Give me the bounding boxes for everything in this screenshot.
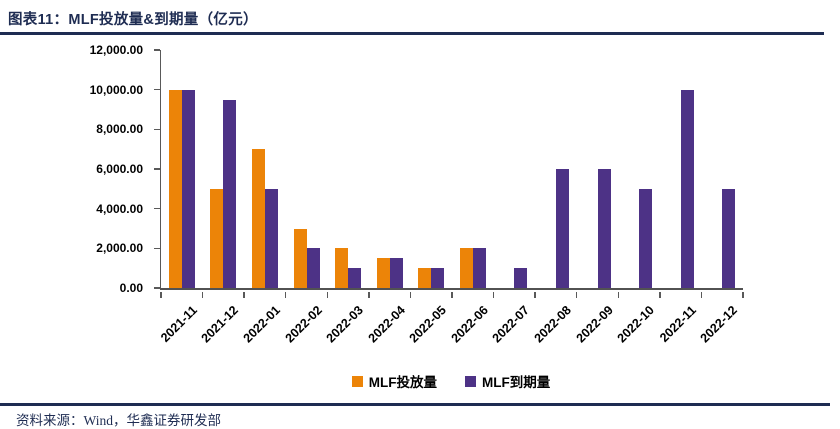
y-axis-tick (153, 168, 160, 170)
y-axis-label: 2,000.00 (96, 241, 143, 256)
category-2022-02 (286, 50, 328, 288)
category-2022-04 (369, 50, 411, 288)
y-axis-tick (153, 88, 160, 91)
x-axis-label: 2022-02 (282, 303, 325, 346)
bar-mlf-injection-2022-02 (293, 228, 307, 288)
x-axis-label: 2022-04 (365, 303, 408, 346)
category-2022-06 (452, 50, 494, 288)
y-axis-label: 8,000.00 (96, 122, 143, 137)
x-axis-tick (617, 291, 620, 298)
x-axis-label: 2022-05 (406, 303, 450, 346)
x-axis-tick (409, 291, 412, 298)
y-axis: 0.00 2,000.00 4,000.00 6,000.00 8,000.00 10,0… (0, 43, 152, 295)
y-axis-label: 10,000.00 (89, 82, 143, 97)
legend-item-mlf-injection: MLF投放量 (351, 371, 437, 391)
y-axis-tick (153, 207, 160, 210)
bar-mlf-maturity-2022-05 (431, 268, 445, 288)
bar-row (161, 50, 743, 288)
y-axis-tick (153, 247, 160, 250)
bar-mlf-maturity-2022-04 (389, 258, 403, 288)
category-2022-03 (327, 50, 369, 288)
x-axis-labels: 2021-11 2021-12 2022-01 2022-02 2022-03 2022-… (157, 297, 742, 365)
chart-title: 图表11：MLF投放量&到期量（亿元） (8, 12, 258, 28)
bar-mlf-injection-2021-11 (168, 89, 182, 288)
legend-label: MLF到期量 (482, 375, 551, 390)
x-axis-tick (659, 291, 661, 298)
x-axis-tick (243, 291, 245, 298)
x-axis-tick (326, 291, 329, 298)
bar-mlf-injection-2022-06 (459, 248, 473, 288)
category-2022-09 (577, 50, 619, 288)
plot-area (153, 49, 744, 298)
bar-mlf-maturity-2022-07 (514, 268, 528, 288)
bar-mlf-injection-2022-04 (376, 258, 390, 288)
legend: MLF投放量 MLF到期量 (160, 371, 742, 391)
category-2022-01 (244, 50, 286, 288)
x-axis-tick (492, 291, 495, 298)
bar-mlf-maturity-2022-06 (472, 248, 486, 288)
x-axis-tick (534, 291, 536, 298)
x-axis-tick (368, 291, 370, 298)
y-axis-label: 6,000.00 (96, 162, 143, 176)
x-axis-tick (201, 291, 204, 298)
x-axis-tick (575, 291, 578, 298)
bar-mlf-maturity-2022-08 (555, 169, 569, 288)
x-axis-tick (284, 291, 287, 298)
category-2022-10 (618, 50, 660, 288)
y-axis-tick (153, 287, 160, 289)
bar-mlf-injection-2021-12 (210, 188, 224, 288)
y-axis-label: 4,000.00 (96, 201, 143, 216)
x-axis-label: 2021-11 (157, 303, 200, 345)
bar-mlf-maturity-2021-12 (223, 99, 237, 288)
x-axis-label: 2022-08 (531, 303, 574, 346)
bar-mlf-injection-2022-01 (251, 149, 265, 288)
y-axis-tick (153, 49, 160, 51)
x-axis-tick (700, 291, 703, 298)
bar-mlf-maturity-2022-01 (264, 188, 278, 288)
category-2021-12 (203, 50, 245, 288)
bar-mlf-maturity-2022-12 (722, 188, 736, 288)
y-axis-label: 0.00 (119, 281, 143, 295)
x-axis-tick (451, 291, 453, 298)
x-axis-label: 2021-12 (198, 303, 242, 346)
footer-divider (0, 403, 830, 406)
x-axis-label: 2022-12 (697, 303, 741, 346)
legend-item-mlf-maturity: MLF到期量 (465, 371, 550, 391)
bar-mlf-injection-2022-03 (335, 248, 349, 288)
x-axis-label: 2022-09 (573, 303, 616, 346)
category-2021-11 (161, 50, 203, 288)
x-axis-tick (742, 291, 744, 298)
x-axis-label: 2022-01 (240, 303, 283, 346)
x-axis-label: 2022-07 (489, 303, 533, 346)
bar-mlf-maturity-2021-11 (181, 89, 195, 288)
x-axis-label: 2022-10 (614, 303, 657, 346)
legend-swatch (465, 375, 476, 387)
y-axis-label: 12,000.00 (89, 43, 143, 57)
x-axis-label: 2022-11 (656, 303, 699, 345)
y-axis-tick (153, 128, 160, 131)
bar-mlf-injection-2022-05 (418, 268, 432, 288)
x-axis-label: 2022-06 (448, 303, 491, 346)
x-axis-label: 2022-03 (323, 303, 366, 346)
bar-mlf-maturity-2022-09 (597, 169, 611, 288)
bar-mlf-maturity-2022-02 (306, 248, 320, 288)
title-divider (0, 32, 824, 35)
x-axis-tick (160, 291, 162, 298)
category-2022-12 (702, 50, 744, 288)
legend-swatch (351, 375, 363, 387)
category-2022-05 (410, 50, 452, 288)
category-2022-07 (494, 50, 536, 288)
legend-label: MLF投放量 (368, 375, 437, 390)
category-2022-08 (535, 50, 577, 288)
category-2022-11 (660, 50, 702, 288)
bar-mlf-maturity-2022-11 (680, 89, 694, 288)
bar-mlf-maturity-2022-10 (639, 188, 653, 288)
source-note: 资料来源：Wind，华鑫证券研发部 (16, 413, 221, 428)
bar-mlf-maturity-2022-03 (348, 268, 362, 288)
